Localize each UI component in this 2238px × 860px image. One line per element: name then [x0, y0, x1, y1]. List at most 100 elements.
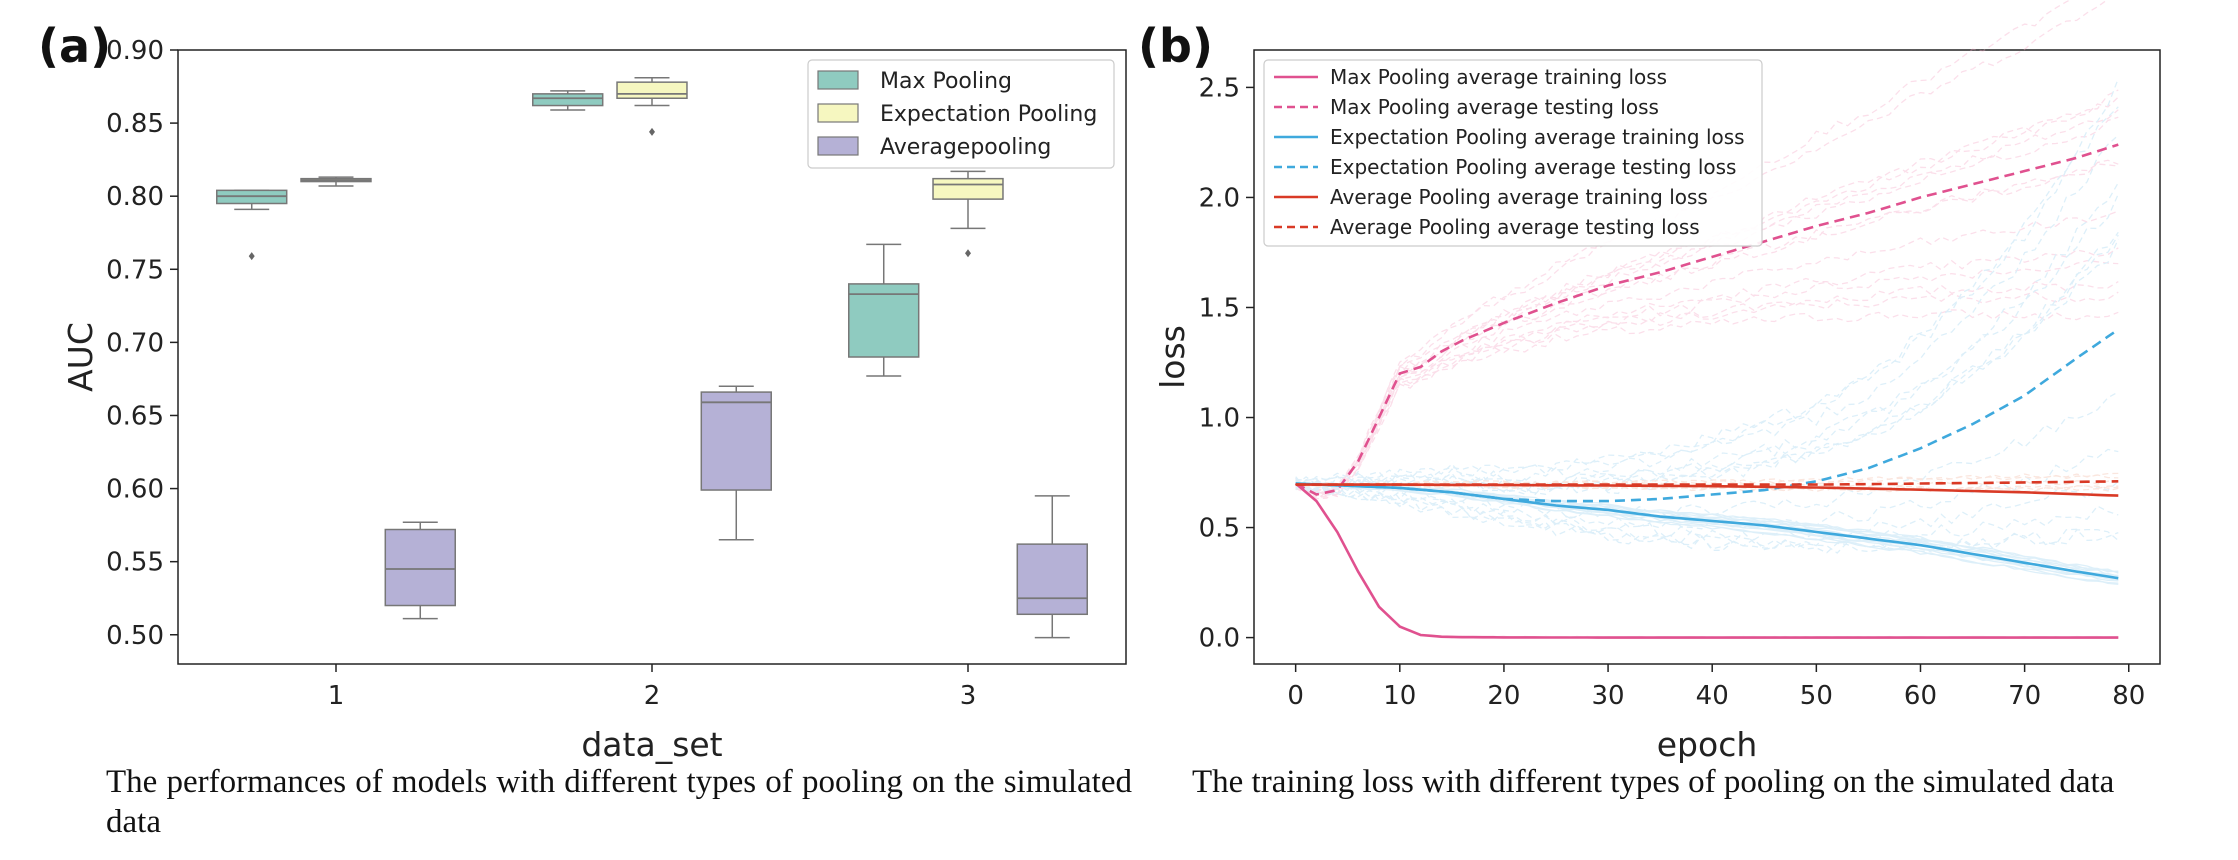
panel-b-label: (b) [1138, 19, 1213, 73]
box-body [532, 93, 604, 107]
run-trace [1295, 482, 2119, 492]
series-line-max-pooling-average-testing-loss [1295, 143, 2119, 496]
run-trace [1295, 482, 2119, 639]
run-trace [1295, 476, 2119, 541]
box-max-pooling-set-1 [216, 189, 288, 261]
legend-swatch [817, 136, 859, 156]
box-body [1016, 543, 1088, 616]
run-trace [1295, 482, 2119, 577]
run-trace [1295, 109, 2119, 491]
box-body [848, 283, 920, 358]
run-trace [1295, 182, 2119, 490]
box-body [384, 528, 456, 607]
run-trace [1295, 134, 2119, 489]
legend-entry: Averagepooling [880, 135, 1051, 160]
legend-frame [1263, 59, 1763, 247]
y-tick-label: 0.60 [106, 475, 164, 505]
series-line-average-pooling-average-testing-loss [1295, 480, 2119, 486]
legend-entry: Average Pooling average testing loss [1330, 215, 1700, 239]
legend-entry: Max Pooling average testing loss [1330, 95, 1659, 119]
run-trace [1295, 481, 2119, 492]
run-trace [1295, 291, 2119, 498]
legend-swatch [817, 70, 859, 90]
box-averagepooling-set-3 [1016, 495, 1088, 639]
y-tick-label: 0.75 [106, 255, 164, 285]
legend-entry: Max Pooling average training loss [1330, 65, 1667, 89]
box-body [932, 177, 1004, 200]
legend-entry: Max Pooling [880, 69, 1012, 94]
run-trace [1295, 474, 2119, 488]
x-tick-label: 1 [328, 681, 345, 711]
y-tick-label: 0.90 [106, 36, 164, 66]
panel-b-caption: The training loss with different types o… [1192, 764, 2115, 800]
run-trace [1295, 0, 2109, 493]
run-trace [1295, 281, 2119, 498]
legend-entry: Expectation Pooling average training los… [1330, 125, 1745, 149]
x-tick-label: 50 [1800, 681, 1833, 711]
run-trace [1295, 479, 2119, 548]
box-max-pooling-set-3 [848, 243, 920, 377]
run-trace [1295, 479, 2119, 554]
run-trace [1295, 391, 2119, 520]
legend-entry: Average Pooling average training loss [1330, 185, 1708, 209]
series-line-max-pooling-average-training-loss [1294, 482, 2119, 639]
y-axis-label: loss [1153, 325, 1192, 389]
y-tick-label: 0.70 [106, 328, 164, 358]
legend-frame [807, 59, 1115, 169]
x-axis-label: epoch [1657, 725, 1758, 764]
x-tick-label: 10 [1383, 681, 1416, 711]
outlier-point [649, 127, 655, 136]
y-tick-label: 0.50 [106, 621, 164, 651]
loss-line-chart: 0.0 0.5 1.0 1.5 2.0 2.5 0 10 20 30 40 50 60 70 80 epoch… [1153, 0, 2161, 764]
box-expectation-pooling-set-1 [300, 176, 372, 187]
run-trace [1295, 106, 2119, 487]
run-trace [1295, 484, 2119, 554]
y-tick-label: 0.0 [1199, 624, 1240, 654]
legend: Max Pooling Expectation Pooling Averagepoo… [807, 59, 1115, 169]
run-trace [1295, 481, 2119, 573]
run-trace [1295, 483, 2119, 639]
run-trace [1295, 247, 2119, 495]
run-trace [1295, 482, 2119, 577]
run-trace [1295, 238, 2119, 495]
run-trace [1295, 159, 2119, 498]
series-line-expectation-pooling-average-testing-loss [1295, 328, 2120, 503]
x-tick-label: 20 [1487, 681, 1520, 711]
run-trace [1295, 482, 2119, 639]
box-expectation-pooling-set-3 [932, 170, 1004, 258]
y-tick-label: 1.0 [1199, 404, 1240, 434]
y-tick-label: 0.55 [106, 548, 164, 578]
x-tick-label: 80 [2112, 681, 2145, 711]
x-tick-label: 2 [644, 681, 661, 711]
run-trace [1295, 482, 2119, 574]
outlier-point [965, 249, 971, 258]
y-tick-label: 2.0 [1199, 183, 1240, 213]
box-expectation-pooling-set-2 [616, 77, 688, 136]
run-trace [1295, 96, 2119, 497]
panel-a-caption: The performances of models with differen… [106, 764, 1132, 840]
legend-swatch [817, 103, 859, 123]
run-trace [1295, 210, 2119, 500]
outlier-point [248, 252, 255, 261]
run-trace [1295, 259, 2119, 500]
run-trace [1295, 482, 2119, 639]
y-tick-label: 1.5 [1199, 293, 1240, 323]
box-averagepooling-set-1 [384, 521, 456, 620]
run-trace [1295, 481, 2119, 573]
y-tick-label: 0.85 [106, 109, 164, 139]
x-tick-label: 60 [1904, 681, 1937, 711]
y-tick-label: 0.80 [106, 182, 164, 212]
run-trace [1295, 484, 2119, 584]
run-trace [1295, 309, 2119, 496]
box-body [616, 81, 688, 99]
y-axis-label: AUC [61, 322, 100, 392]
run-trace [1295, 193, 2119, 491]
y-tick-label: 0.65 [106, 401, 164, 431]
run-trace [1295, 480, 2119, 488]
run-trace [1295, 483, 2119, 639]
x-tick-label: 40 [1696, 681, 1729, 711]
plot-frame [1253, 49, 2161, 665]
legend-entry: Expectation Pooling [880, 102, 1097, 127]
x-tick-label: 70 [2008, 681, 2041, 711]
